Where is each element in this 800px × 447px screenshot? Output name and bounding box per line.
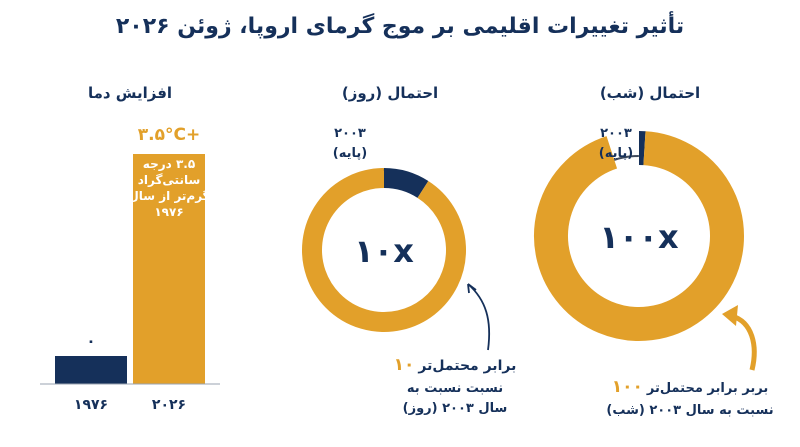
note-line: ۱۰۰ بربر برابر محتمل‌تر xyxy=(612,377,769,397)
note-line: سال ۲۰۰۳ (روز) xyxy=(403,401,508,416)
page-title: تأثیر تغییرات اقلیمی بر موج گرمای اروپا،… xyxy=(115,14,685,39)
x-tick-label: ۱۹۷۶ xyxy=(74,397,108,413)
bar-annotation: ۱۹۷۶ xyxy=(154,205,183,219)
base-label: (پایه) xyxy=(599,146,633,161)
note-line: نسبت به سال ۲۰۰۳ (شب) xyxy=(606,403,773,418)
day-probability-panel-title: احتمال (روز) xyxy=(341,84,439,102)
base-label: (پایه) xyxy=(333,146,367,161)
bar-annotation: ۳.۵ درجه xyxy=(143,157,195,171)
note-number: ۱۰ xyxy=(394,355,415,375)
note-text: برابر محتمل‌تر xyxy=(417,358,516,374)
donut-remainder-ring xyxy=(613,155,639,161)
night-probability-panel-title: احتمال (شب) xyxy=(599,84,701,102)
temperature-panel-title: افزایش دما xyxy=(87,84,173,102)
note-text: بربر برابر محتمل‌تر xyxy=(646,381,768,396)
bar-annotation: گرم‌تر از سال xyxy=(128,189,209,204)
donut-center-label: ۱۰x xyxy=(354,232,414,270)
data-label: +۳.۵°C xyxy=(138,125,200,145)
donut-center-label: ۱۰۰x xyxy=(599,218,679,256)
x-tick-label: ۲۰۲۶ xyxy=(152,397,186,413)
note-number: ۱۰۰ xyxy=(612,377,643,397)
bar-1 xyxy=(133,154,205,384)
donut-slice-base xyxy=(383,168,429,199)
base-label: ۲۰۰۳ xyxy=(600,126,632,141)
arrow-head xyxy=(722,305,738,326)
base-label: ۲۰۰۳ xyxy=(334,126,366,141)
note-line: ۱۰ برابر محتمل‌تر xyxy=(394,355,517,375)
arrow-head xyxy=(467,283,477,294)
bar-annotation: سانتی‌گراد xyxy=(138,173,201,187)
arrow-line xyxy=(731,313,757,371)
donut-slice-increase xyxy=(534,131,744,341)
donut-slice-increase xyxy=(302,168,466,332)
arrow-line xyxy=(467,283,491,351)
note-line: نسبت نسبت به xyxy=(407,381,503,396)
data-label: ۰ xyxy=(86,332,95,350)
bar-0 xyxy=(55,356,127,384)
